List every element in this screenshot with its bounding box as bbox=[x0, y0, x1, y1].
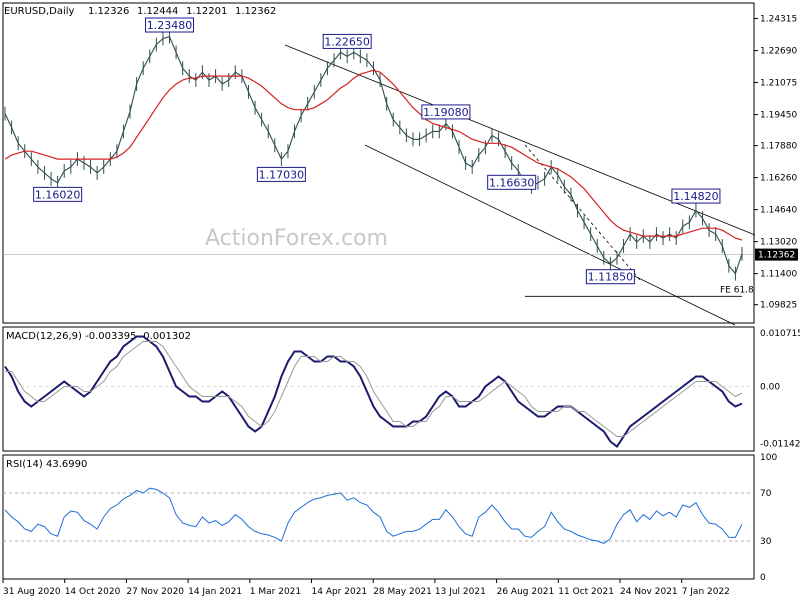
y-tick-label: 1.11400 bbox=[760, 270, 797, 280]
y-tick-label: 1.19450 bbox=[760, 111, 797, 121]
y-tick-label: 1.16260 bbox=[760, 174, 797, 184]
x-tick-label: 27 Nov 2020 bbox=[126, 587, 184, 597]
rsi-panel-frame bbox=[2, 454, 755, 580]
price-header-low: 1.12201 bbox=[186, 6, 227, 17]
x-tick-label: 24 Nov 2021 bbox=[620, 587, 678, 597]
annotation-box bbox=[33, 186, 83, 202]
annotation-label: 1.19080 bbox=[423, 106, 469, 119]
x-axis-labels: 31 Aug 2020 14 Oct 2020 27 Nov 2020 14 Jan … bbox=[2, 579, 730, 597]
price-header-open: 1.12326 bbox=[88, 6, 129, 17]
annotation-label: 1.16630 bbox=[489, 176, 535, 189]
macd-y-tick-label: 0.00 bbox=[760, 383, 780, 393]
current-price-label: 1.12362 bbox=[758, 251, 795, 261]
annotation-box bbox=[671, 188, 721, 204]
x-tick-label: 14 Jan 2021 bbox=[188, 587, 242, 597]
macd-signal-line bbox=[5, 341, 743, 437]
y-tick-label: 1.14640 bbox=[760, 206, 797, 216]
y-tick-label: 1.21075 bbox=[760, 79, 797, 89]
y-tick-label: 1.17880 bbox=[760, 142, 797, 152]
macd-y-tick-label: -0.011424 bbox=[760, 440, 800, 450]
rsi-y-tick-label: 0 bbox=[760, 573, 766, 583]
y-tick-label: 1.22690 bbox=[760, 47, 797, 57]
annotation-label: 1.23480 bbox=[147, 19, 193, 32]
annotation-label: 1.14820 bbox=[673, 190, 719, 203]
rsi-series: 100 70 30 0 bbox=[3, 453, 777, 583]
x-tick-label: 13 Jul 2021 bbox=[435, 587, 486, 597]
annotation-box bbox=[145, 17, 195, 33]
annotation-box bbox=[322, 33, 372, 49]
rsi-y-tick-label: 100 bbox=[760, 453, 777, 463]
rsi-y-tick-label: 30 bbox=[760, 537, 772, 547]
y-tick-label: 1.13020 bbox=[760, 238, 797, 248]
y-axis-labels: 1.24315 1.22690 1.21075 1.19450 1.17880 1.162… bbox=[754, 15, 798, 311]
fe-level-label: FE 61.8 bbox=[720, 285, 754, 295]
macd-y-tick-label: 0.010715 bbox=[760, 329, 800, 339]
price-annotations: 1.23480 1.16020 1.17030 1.22650 1.19080 1.166… bbox=[33, 17, 721, 285]
rsi-y-tick-label: 70 bbox=[760, 489, 772, 499]
x-tick-label: 26 Aug 2021 bbox=[497, 587, 555, 597]
annotation-box bbox=[585, 269, 635, 285]
macd-macd-line bbox=[4, 335, 743, 448]
annotation-label: 1.17030 bbox=[259, 168, 305, 181]
current-price-tag bbox=[755, 248, 798, 261]
x-tick-label: 28 May 2021 bbox=[373, 587, 432, 597]
price-series bbox=[4, 29, 743, 281]
moving-average-line bbox=[4, 69, 743, 241]
trendline bbox=[284, 44, 756, 236]
watermark: ActionForex.com bbox=[205, 226, 388, 251]
annotation-label: 1.16020 bbox=[35, 188, 81, 201]
x-tick-label: 31 Aug 2020 bbox=[3, 587, 61, 597]
annotation-box bbox=[421, 104, 471, 120]
annotation-label: 1.11850 bbox=[588, 271, 634, 284]
annotation-box bbox=[256, 166, 306, 182]
annotation-box bbox=[487, 174, 537, 190]
macd-series: 0.010715 0.00 -0.011424 bbox=[3, 329, 800, 450]
trendlines: FE 61.8 bbox=[3, 44, 756, 326]
y-tick-label: 1.09825 bbox=[760, 301, 797, 311]
price-header-close: 1.12362 bbox=[235, 6, 276, 17]
x-tick-label: 11 Oct 2021 bbox=[558, 587, 614, 597]
x-tick-label: 14 Apr 2021 bbox=[312, 587, 368, 597]
price-panel-frame bbox=[2, 2, 755, 324]
x-tick-label: 7 Jan 2022 bbox=[682, 587, 730, 597]
price-header-symbol: EURUSD,Daily bbox=[4, 6, 75, 17]
rsi-line bbox=[4, 487, 743, 544]
price-header-high: 1.12444 bbox=[137, 6, 178, 17]
macd-panel-frame bbox=[2, 326, 755, 452]
trendline bbox=[364, 144, 736, 326]
rsi-title: RSI(14) 43.6990 bbox=[6, 459, 87, 470]
annotation-label: 1.22650 bbox=[324, 35, 370, 48]
y-tick-label: 1.24315 bbox=[760, 15, 797, 25]
macd-title: MACD(12,26,9) -0.003395 -0.001302 bbox=[6, 331, 191, 342]
x-tick-label: 1 Mar 2021 bbox=[250, 587, 301, 597]
x-tick-label: 14 Oct 2020 bbox=[65, 587, 121, 597]
